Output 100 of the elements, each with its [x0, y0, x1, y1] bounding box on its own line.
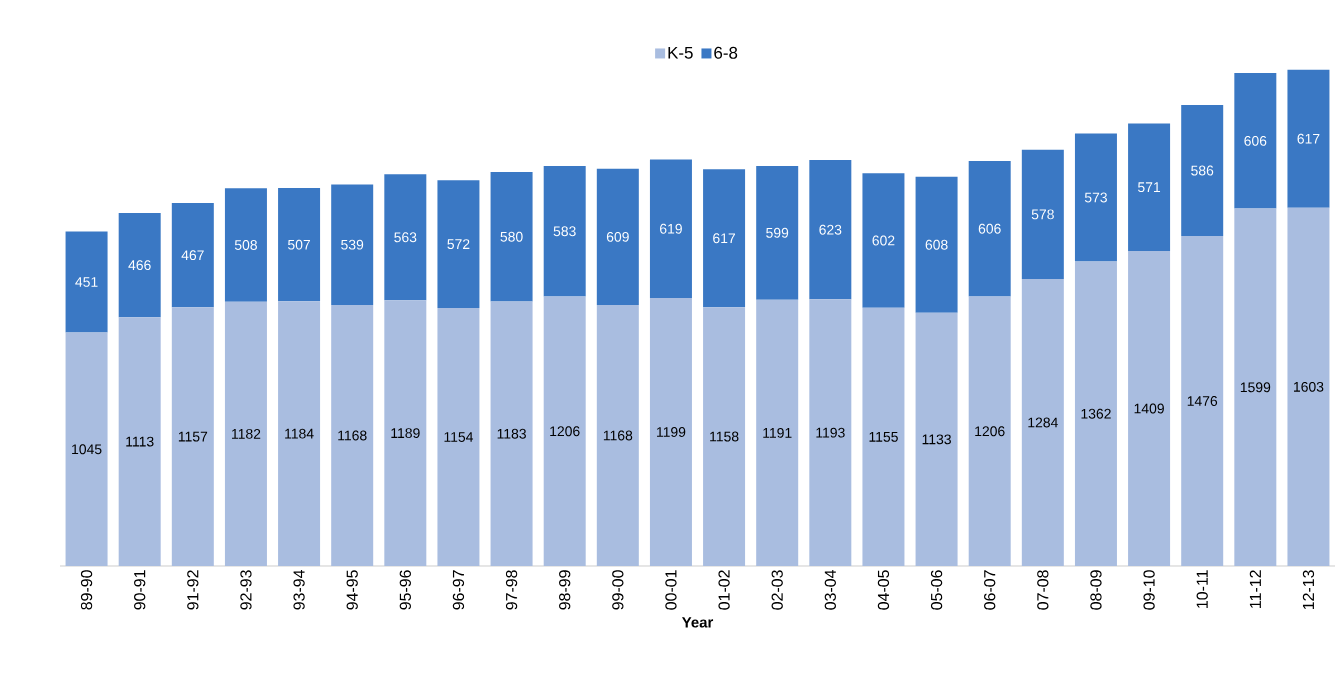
- data-label: 1184: [285, 428, 314, 439]
- data-label: 1158: [710, 431, 739, 442]
- x-tick-label: 05-06: [930, 570, 943, 610]
- x-tick-label: 04-05: [877, 570, 890, 610]
- data-label: 571: [1138, 182, 1161, 193]
- bar: [384, 300, 427, 566]
- bar: [703, 307, 746, 566]
- data-label: 608: [925, 239, 948, 250]
- bar: [65, 231, 108, 333]
- bar: [809, 160, 852, 300]
- bar: [1181, 236, 1224, 566]
- x-tick-label: 02-03: [771, 570, 783, 610]
- data-label: 572: [447, 239, 470, 250]
- bar: [543, 166, 586, 297]
- bar: [703, 169, 746, 308]
- x-tick-label: 07-08: [1037, 570, 1049, 610]
- data-label: 573: [1084, 192, 1107, 203]
- data-label: 606: [1244, 135, 1267, 146]
- data-label: 1193: [816, 427, 845, 438]
- x-axis-title: Year: [681, 617, 714, 628]
- data-label: 508: [234, 240, 257, 250]
- bar: [384, 174, 427, 301]
- bar: [331, 184, 374, 305]
- data-label: 1191: [763, 427, 792, 438]
- bar: [1021, 278, 1064, 566]
- data-label: 1603: [1294, 381, 1324, 392]
- bar: [278, 188, 321, 302]
- data-label: 1155: [869, 432, 898, 442]
- data-label: 1113: [126, 436, 154, 447]
- x-tick-label: 01-02: [718, 570, 730, 610]
- bar: [1287, 207, 1330, 566]
- data-label: 1362: [1081, 408, 1111, 419]
- data-label: 617: [713, 233, 736, 244]
- data-label: 1133: [922, 434, 951, 445]
- bar: [756, 165, 799, 300]
- x-tick-label: 94-95: [346, 570, 358, 610]
- data-label: 1189: [391, 428, 420, 439]
- data-label: 467: [181, 250, 204, 261]
- bar: [118, 317, 161, 566]
- bar: [596, 304, 639, 566]
- data-label: 1409: [1134, 403, 1164, 414]
- x-tick-label: 00-01: [665, 570, 677, 610]
- x-tick-label: 03-04: [824, 570, 836, 610]
- data-label: 539: [341, 239, 364, 250]
- x-tick-label: 99-00: [612, 570, 624, 610]
- x-tick-label: 91-92: [187, 570, 199, 610]
- bar: [1021, 149, 1064, 279]
- x-tick-label: 89-90: [80, 570, 93, 610]
- bar: [1234, 208, 1277, 566]
- bar: [809, 299, 852, 566]
- x-tick-label: 06-07: [984, 570, 996, 610]
- x-tick-label: 95-96: [399, 570, 411, 610]
- data-label: 1284: [1028, 417, 1058, 428]
- bar: [862, 173, 905, 308]
- data-label: 586: [1191, 165, 1214, 176]
- bar: [224, 301, 267, 566]
- bar: [756, 299, 799, 566]
- x-tick-label: 10-11: [1196, 570, 1208, 608]
- bar: [596, 168, 639, 305]
- x-tick-label: 96-97: [452, 570, 465, 610]
- bar: [278, 301, 321, 566]
- bar: [171, 307, 214, 566]
- data-label: 1168: [603, 430, 633, 441]
- data-label: 466: [128, 260, 151, 271]
- data-label: 1182: [232, 428, 261, 439]
- bar: [968, 160, 1011, 297]
- x-tick-label: 09-10: [1143, 570, 1155, 610]
- data-label: 617: [1297, 133, 1320, 144]
- bar: [862, 307, 905, 566]
- bar: [1181, 105, 1224, 237]
- bar: [968, 296, 1011, 566]
- bar: [915, 176, 958, 313]
- data-label: 1168: [338, 430, 367, 441]
- data-label: 1045: [72, 444, 102, 455]
- bar: [649, 297, 692, 566]
- x-tick-label: 11-12: [1249, 570, 1261, 608]
- x-tick-label: 93-94: [293, 570, 305, 610]
- data-label: 1206: [975, 426, 1005, 437]
- data-label: 619: [660, 223, 682, 234]
- x-tick-label: 97-98: [505, 570, 518, 610]
- bar: [649, 159, 692, 298]
- bar: [331, 304, 374, 566]
- bar: [1074, 261, 1117, 566]
- data-label: 602: [872, 235, 895, 246]
- data-label: 1154: [444, 432, 474, 442]
- bar: [118, 213, 161, 318]
- bar: [1074, 133, 1117, 262]
- bar: [437, 180, 480, 309]
- bar: [65, 332, 108, 566]
- bar: [1128, 123, 1171, 252]
- bar: [437, 308, 480, 566]
- x-tick-label: 08-09: [1090, 570, 1102, 610]
- data-label: 623: [819, 224, 842, 235]
- bar: [1287, 69, 1330, 208]
- data-label: 1206: [550, 426, 580, 437]
- legend-label: K-5: [668, 46, 693, 59]
- data-label: 563: [394, 232, 417, 243]
- data-label: 580: [500, 231, 523, 242]
- data-label: 609: [606, 231, 629, 242]
- data-label: 578: [1031, 209, 1054, 220]
